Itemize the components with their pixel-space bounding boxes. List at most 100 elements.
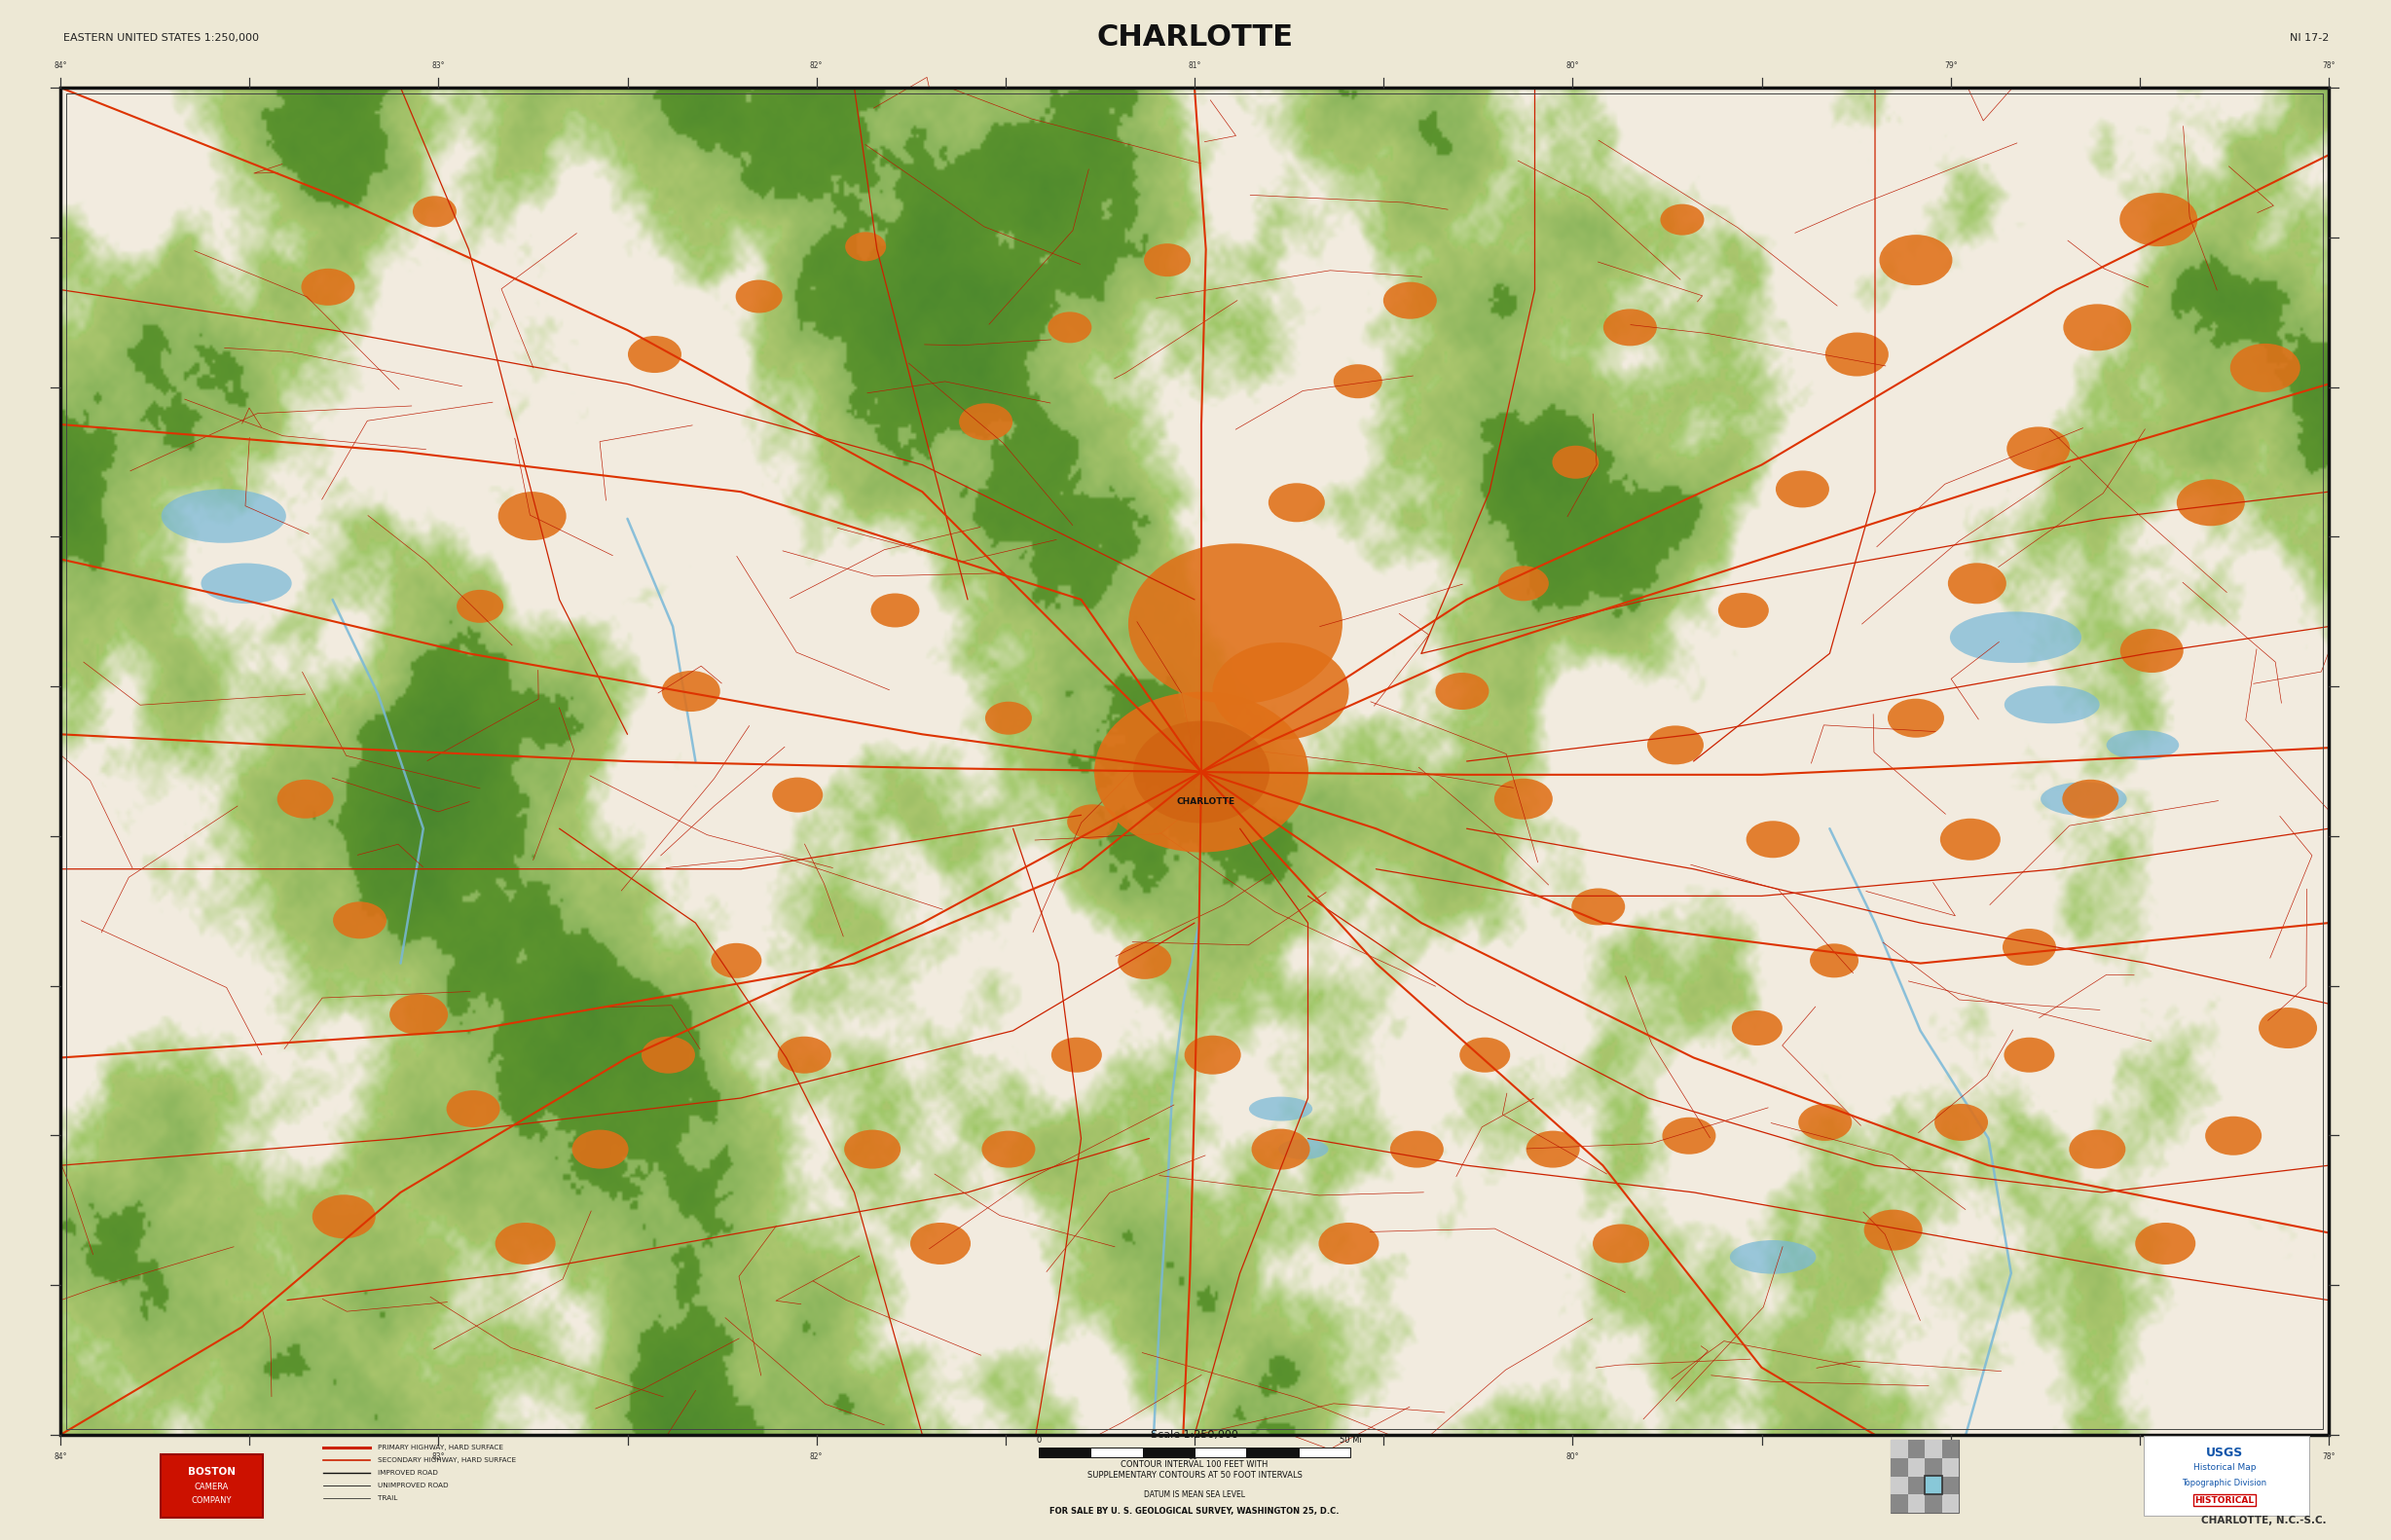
Bar xyxy=(1941,1458,1958,1477)
Ellipse shape xyxy=(985,702,1033,735)
Text: 79°: 79° xyxy=(1944,1452,1958,1461)
Ellipse shape xyxy=(2176,479,2245,527)
Text: 0: 0 xyxy=(1035,1435,1042,1445)
Ellipse shape xyxy=(983,1130,1035,1167)
Ellipse shape xyxy=(1066,804,1117,839)
Text: HISTORICAL: HISTORICAL xyxy=(2195,1495,2255,1505)
Ellipse shape xyxy=(844,233,887,262)
Ellipse shape xyxy=(1525,1130,1580,1167)
Ellipse shape xyxy=(571,1130,629,1169)
Text: 81°: 81° xyxy=(1188,62,1200,71)
Text: COMPANY: COMPANY xyxy=(191,1495,232,1505)
Bar xyxy=(160,1454,263,1517)
Ellipse shape xyxy=(2205,1116,2262,1155)
Ellipse shape xyxy=(1571,889,1626,926)
Ellipse shape xyxy=(2004,685,2099,724)
Ellipse shape xyxy=(959,403,1014,440)
Text: CHARLOTTE: CHARLOTTE xyxy=(1176,796,1236,805)
Bar xyxy=(1908,1494,1925,1512)
Text: UNIMPROVED ROAD: UNIMPROVED ROAD xyxy=(378,1483,450,1488)
Ellipse shape xyxy=(1662,1118,1717,1155)
Text: 78°: 78° xyxy=(2322,62,2336,71)
Bar xyxy=(1298,1448,1351,1457)
Text: PRIMARY HIGHWAY, HARD SURFACE: PRIMARY HIGHWAY, HARD SURFACE xyxy=(378,1445,505,1451)
Ellipse shape xyxy=(1949,564,2006,604)
Bar xyxy=(1891,1458,1908,1477)
Bar xyxy=(1908,1477,1925,1494)
Ellipse shape xyxy=(1250,1129,1310,1170)
Bar xyxy=(1941,1440,1958,1458)
Bar xyxy=(1941,1494,1958,1512)
Bar xyxy=(1925,1458,1941,1477)
Ellipse shape xyxy=(1824,333,1889,376)
Ellipse shape xyxy=(1184,1035,1241,1075)
Ellipse shape xyxy=(1095,691,1308,852)
Ellipse shape xyxy=(1745,821,1800,858)
Ellipse shape xyxy=(844,1130,901,1169)
Ellipse shape xyxy=(1389,1130,1444,1167)
Ellipse shape xyxy=(495,1223,555,1264)
Ellipse shape xyxy=(390,995,447,1035)
Ellipse shape xyxy=(2063,303,2130,351)
Bar xyxy=(1143,1448,1196,1457)
Ellipse shape xyxy=(1934,1104,1987,1141)
Ellipse shape xyxy=(2259,1007,2317,1049)
Ellipse shape xyxy=(160,490,287,544)
Ellipse shape xyxy=(1729,1240,1817,1274)
Ellipse shape xyxy=(414,196,457,226)
Text: CHARLOTTE, N.C.-S.C.: CHARLOTTE, N.C.-S.C. xyxy=(2202,1515,2326,1526)
Ellipse shape xyxy=(2068,1130,2126,1169)
Bar xyxy=(1246,1448,1298,1457)
Text: 50 Mi: 50 Mi xyxy=(1339,1435,1360,1445)
Text: CHARLOTTE: CHARLOTTE xyxy=(1095,23,1294,52)
Bar xyxy=(1925,1475,1941,1494)
Ellipse shape xyxy=(2121,192,2197,246)
Ellipse shape xyxy=(2063,779,2118,818)
Ellipse shape xyxy=(2040,782,2128,816)
Ellipse shape xyxy=(457,590,505,622)
Bar xyxy=(1038,1448,1090,1457)
Text: 80°: 80° xyxy=(1566,1452,1578,1461)
Ellipse shape xyxy=(1647,725,1705,764)
Bar xyxy=(1908,1458,1925,1477)
Bar xyxy=(1891,1440,1908,1458)
Ellipse shape xyxy=(1133,721,1270,822)
Ellipse shape xyxy=(777,1036,832,1073)
Ellipse shape xyxy=(1951,611,2083,662)
Ellipse shape xyxy=(1248,1096,1313,1121)
Ellipse shape xyxy=(710,942,763,978)
Text: SECONDARY HIGHWAY, HARD SURFACE: SECONDARY HIGHWAY, HARD SURFACE xyxy=(378,1457,516,1463)
Ellipse shape xyxy=(2006,427,2071,471)
Text: Topographic Division: Topographic Division xyxy=(2183,1478,2267,1488)
Text: DATUM IS MEAN SEA LEVEL: DATUM IS MEAN SEA LEVEL xyxy=(1143,1491,1246,1500)
Ellipse shape xyxy=(277,779,335,818)
Text: 81°: 81° xyxy=(1188,1452,1200,1461)
Text: 84°: 84° xyxy=(53,1452,67,1461)
Ellipse shape xyxy=(1334,365,1382,399)
Ellipse shape xyxy=(2004,1038,2054,1072)
Ellipse shape xyxy=(1047,311,1093,343)
Ellipse shape xyxy=(2231,343,2300,393)
Ellipse shape xyxy=(1552,445,1600,479)
Bar xyxy=(1941,1477,1958,1494)
Text: CAMERA: CAMERA xyxy=(194,1481,230,1491)
Ellipse shape xyxy=(1798,1104,1853,1141)
Ellipse shape xyxy=(201,564,292,604)
Ellipse shape xyxy=(2135,1223,2195,1264)
Text: 83°: 83° xyxy=(433,1452,445,1461)
Text: BOSTON: BOSTON xyxy=(186,1468,234,1477)
Ellipse shape xyxy=(1719,593,1769,628)
Text: 78°: 78° xyxy=(2322,1452,2336,1461)
Text: CONTOUR INTERVAL 100 FEET WITH
SUPPLEMENTARY CONTOURS AT 50 FOOT INTERVALS: CONTOUR INTERVAL 100 FEET WITH SUPPLEMEN… xyxy=(1088,1460,1303,1480)
Ellipse shape xyxy=(1810,944,1858,978)
Text: 83°: 83° xyxy=(433,62,445,71)
Bar xyxy=(1196,1448,1246,1457)
Ellipse shape xyxy=(1939,818,2001,861)
Text: TRAIL: TRAIL xyxy=(378,1495,397,1502)
Ellipse shape xyxy=(629,336,681,373)
Ellipse shape xyxy=(1459,1038,1511,1072)
Bar xyxy=(2145,1435,2310,1515)
Ellipse shape xyxy=(1119,942,1172,979)
Ellipse shape xyxy=(447,1090,500,1127)
Ellipse shape xyxy=(870,593,921,627)
